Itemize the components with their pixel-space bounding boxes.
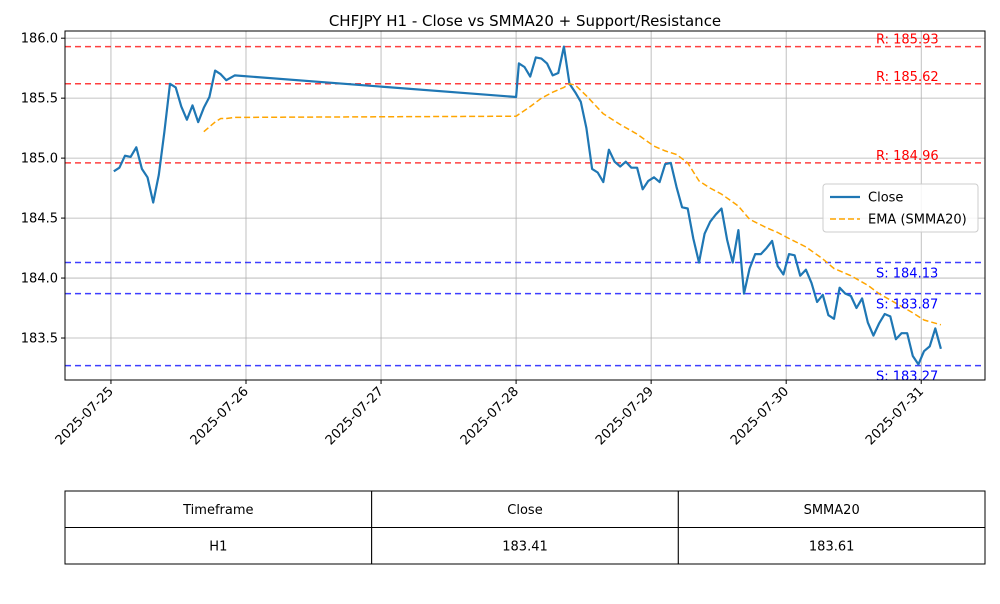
- table-cell-text: H1: [209, 539, 227, 554]
- support-label: S: 184.13: [876, 266, 938, 281]
- x-tick-label: 2025-07-30: [728, 384, 792, 448]
- table-header-text: SMMA20: [804, 503, 860, 518]
- y-tick-label: 186.0: [21, 32, 58, 47]
- data-table: Timeframe Close SMMA20 H1 183.41 183.61: [64, 490, 986, 565]
- resistance-label: R: 185.93: [876, 33, 939, 48]
- y-tick-label: 184.0: [21, 272, 58, 287]
- axes-frame: [64, 30, 986, 381]
- table-header-text: Timeframe: [182, 503, 253, 518]
- table-cell: [677, 527, 986, 565]
- smma-series-line: [203, 83, 942, 326]
- table-cell-text: 183.41: [502, 539, 548, 554]
- table-cell: [371, 527, 679, 565]
- table-header-cell: [64, 490, 373, 528]
- series-lines: [113, 45, 942, 366]
- table-header-cell: [677, 490, 986, 528]
- table-cell-text: 183.61: [809, 539, 855, 554]
- x-tick-label: 2025-07-31: [863, 384, 927, 448]
- legend: Close EMA (SMMA20): [822, 183, 979, 233]
- x-tick-label: 2025-07-25: [53, 384, 117, 448]
- chart-title: CHFJPY H1 - Close vs SMMA20 + Support/Re…: [329, 12, 721, 30]
- table-cell: [64, 527, 373, 565]
- resistance-label: R: 184.96: [876, 149, 939, 164]
- y-tick-label: 185.0: [21, 152, 58, 167]
- resistance-label: R: 185.62: [876, 70, 939, 85]
- support-label: S: 183.27: [876, 370, 938, 385]
- support-label: S: 183.87: [876, 298, 938, 313]
- table-header-cell: [371, 490, 679, 528]
- support-resistance-lines: [65, 45, 985, 367]
- x-tick-label: 2025-07-29: [593, 384, 657, 448]
- level-labels: R: 185.93 R: 185.62 R: 184.96 S: 184.13 S: 1…: [876, 33, 939, 385]
- y-tick-label: 184.5: [21, 212, 58, 227]
- legend-label: Close: [868, 191, 903, 206]
- table-header-text: Close: [507, 503, 542, 518]
- x-tick-label: 2025-07-27: [323, 384, 387, 448]
- y-tick-label: 183.5: [21, 332, 58, 347]
- legend-label: EMA (SMMA20): [868, 213, 967, 228]
- y-tick-label: 185.5: [21, 92, 58, 107]
- x-tick-label: 2025-07-28: [458, 384, 522, 448]
- x-tick-label: 2025-07-26: [188, 384, 252, 448]
- close-series-line: [113, 45, 942, 366]
- legend-box: [822, 183, 979, 233]
